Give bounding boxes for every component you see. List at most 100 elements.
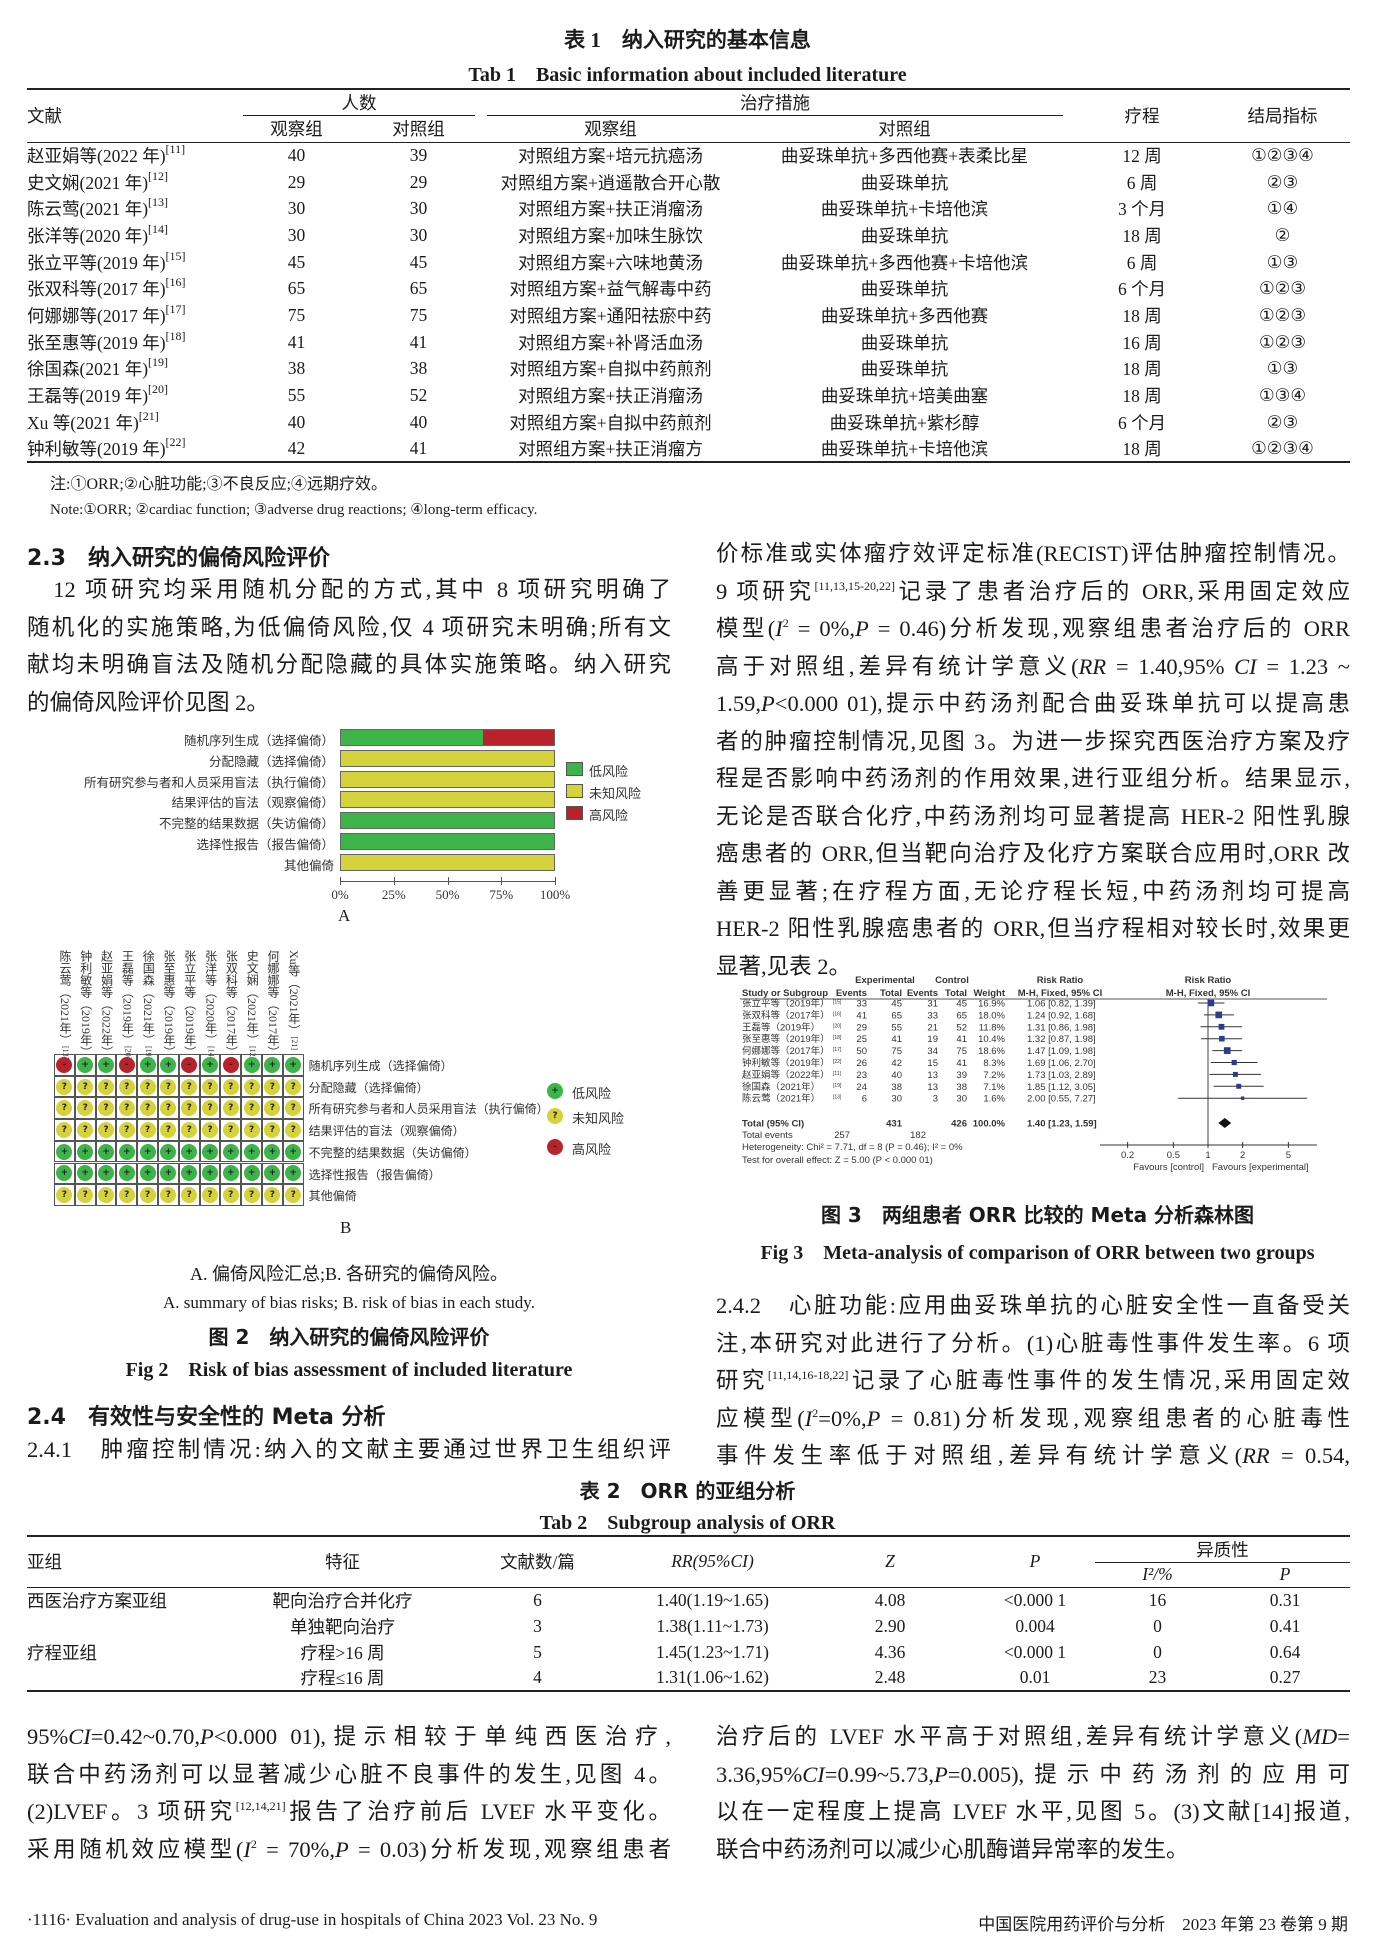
cell-n-ctrl: 45 xyxy=(409,251,428,272)
bias-cell xyxy=(220,1075,242,1098)
favours-experimental-label: Favours [experimental] xyxy=(1212,1162,1309,1173)
risk-ratio-ci: 1.06 [0.82, 1.39] xyxy=(1027,999,1096,1010)
study-ref: [19] xyxy=(144,1046,154,1060)
cell-subgroup xyxy=(27,1613,230,1639)
bias-domain-label: 随机序列生成（选择偏倚） xyxy=(183,734,334,748)
bias-cell xyxy=(54,1097,75,1120)
ref-name: 何娜娜等(2017 年) xyxy=(27,305,166,326)
cell-ref: 张至惠等(2019 年)[18] xyxy=(27,329,237,356)
table-row: 王磊等(2019 年)[20] 55 52 对照组方案+扶正消瘤汤 曲妥珠单抗+培美曲塞… xyxy=(27,382,1350,409)
bias-cell xyxy=(282,1054,304,1076)
study-name: 赵亚娟等（2022年） xyxy=(99,950,114,1058)
cell-n-ctrl: 41 xyxy=(409,437,428,458)
bias-cell xyxy=(116,1140,138,1163)
cell-z: 2.90 xyxy=(874,1615,906,1636)
cell-treat-obs: 对照组方案+补肾活血汤 xyxy=(518,332,703,353)
text-line: 随机化的实施策略,为低偏倚风险,仅 4 项研究未明确;所有文 xyxy=(27,615,671,641)
text-line: 显著,见表 2。 xyxy=(716,954,1350,980)
cell-treat-ctrl: 曲妥珠单抗+紫杉醇 xyxy=(829,412,980,433)
ctrl-total: 41 xyxy=(956,1058,967,1069)
italic-run: P xyxy=(200,1724,214,1749)
legend-label: 高风险 xyxy=(589,808,629,823)
cell-subgroup xyxy=(27,1665,230,1691)
header-ctrl-total: Total xyxy=(945,988,967,999)
cell-treat-ctrl: 曲妥珠单抗 xyxy=(860,279,949,300)
x-tick-label: 0.5 xyxy=(1167,1150,1180,1161)
text-line: 程是否影响中药汤剂的作用效果,进行亚组分析。结果显示, xyxy=(716,766,1350,792)
text-line: 事件发生率低于对照组,差异有统计学意义(RR = 0.54, xyxy=(716,1443,1350,1469)
cell-i2: 16 xyxy=(1148,1589,1167,1610)
text-run: (2)LVEF。3 项研究 xyxy=(27,1799,236,1824)
bias-unclear-dot: ? xyxy=(243,1187,260,1204)
table1-note-en: Note:①ORR; ②cardiac function; ③adverse d… xyxy=(50,502,538,518)
header-experimental: Experimental xyxy=(855,975,915,986)
study-label: 徐国森（2021年）[19] xyxy=(140,950,157,1059)
cell-n-ctrl: 30 xyxy=(409,198,428,219)
text-line: HER-2 阳性乳腺癌患者的 ORR,但当疗程相对较长时,效果更 xyxy=(716,916,1350,942)
bias-low-dot: + xyxy=(202,1165,218,1182)
effect-square xyxy=(1207,999,1215,1007)
weight: 11.8% xyxy=(979,1022,1006,1033)
text-line: 无论是否联合化疗,中药汤剂均可显著提高 HER-2 阳性乳腺 xyxy=(716,804,1350,830)
cell-n: 6 xyxy=(533,1589,542,1610)
text-line: 2.4.2 心脏功能:应用曲妥珠单抗的心脏安全性一直备受关 xyxy=(716,1293,1350,1319)
bias-domain-label: 分配隐藏（选择偏倚） xyxy=(208,754,334,769)
bias-bar-segment-unclear xyxy=(341,771,554,787)
study-name: 张洋等（2020年） xyxy=(203,950,218,1046)
table2-title-cn: 表 2 ORR 的亚组分析 xyxy=(579,1479,796,1503)
total-events-ctrl: 182 xyxy=(910,1130,926,1141)
cell-treat-ctrl: 曲妥珠单抗+多西他赛+卡培他滨 xyxy=(780,252,1029,273)
cell-subgroup: 疗程亚组 xyxy=(27,1642,97,1663)
bias-cell xyxy=(95,1162,117,1185)
text-line: 高于对照组,差异有统计学意义(RR = 1.40,95% CI = 1.23 ~ xyxy=(716,654,1350,680)
text-run: 无论是否联合化疗,中药汤剂均可显著提高 HER-2 阳性乳腺 xyxy=(716,803,1350,829)
x-tick-label: 50% xyxy=(435,887,460,902)
citation-superscript: [21] xyxy=(138,408,159,423)
bias-unclear-dot: ? xyxy=(56,1122,73,1138)
x-tick-label: 25% xyxy=(381,887,406,902)
header-ctrl-events: Events xyxy=(907,988,938,999)
header-weight: Weight xyxy=(974,988,1006,999)
total-label: Total (95% CI) xyxy=(742,1119,804,1130)
bias-cell xyxy=(282,1097,304,1120)
effect-square xyxy=(1218,1023,1225,1030)
ctrl-events: 13 xyxy=(927,1070,938,1081)
cell-course: 18 周 xyxy=(1122,359,1162,380)
cell-ref: 赵亚娟等(2022 年)[11] xyxy=(27,142,237,169)
bias-cell xyxy=(158,1140,179,1163)
cell-n: 4 xyxy=(533,1667,542,1687)
ref-name: 陈云莺(2021 年) xyxy=(27,199,149,220)
bias-unclear-dot: ? xyxy=(98,1187,114,1204)
col-feature: 特征 xyxy=(230,1536,455,1588)
citation-superscript: [14] xyxy=(148,221,169,236)
section-2-3-heading: 2.3 纳入研究的偏倚风险评价 xyxy=(27,546,330,571)
study-ref: [22] xyxy=(833,1059,842,1065)
bias-unclear-dot: ? xyxy=(56,1078,73,1095)
bias-domain-label: 其他偏倚 xyxy=(308,1189,357,1204)
text-line: 9 项研究[11,13,15-20,22]记录了患者治疗后的 ORR,采用固定效… xyxy=(716,579,1350,605)
ref-name: 张立平等(2019 年) xyxy=(27,252,166,273)
study-label: 张立平等（2019年） xyxy=(742,998,830,1010)
ref-name: 王磊等(2019 年) xyxy=(27,386,149,407)
x-tick-label: 0% xyxy=(331,887,349,902)
cell-n-obs: 30 xyxy=(287,224,306,245)
text-run: 联合中药汤剂可以减少心肌酶谱异常率的发生。 xyxy=(716,1836,1189,1862)
bias-cell xyxy=(241,1097,262,1120)
cell-n-obs: 41 xyxy=(287,331,306,352)
exp-total: 65 xyxy=(891,1010,902,1021)
legend-unclear-dot: ? xyxy=(547,1108,563,1124)
citation-superscript: [18] xyxy=(165,328,186,343)
cell-ref: 张立平等(2019 年)[15] xyxy=(27,249,237,276)
bias-cell xyxy=(241,1162,262,1185)
cell-treat-obs: 对照组方案+扶正消瘤方 xyxy=(518,438,703,459)
cell-course: 6 周 xyxy=(1126,172,1158,193)
bias-cell xyxy=(74,1075,96,1098)
col-treat-obs: 观察组 xyxy=(584,119,637,140)
text-line: 献均未明确盲法及随机分配隐藏的具体实施策略。纳入研究 xyxy=(27,652,671,678)
cell-feature: 疗程≤16 周 xyxy=(300,1668,385,1688)
cell-treat-obs: 对照组方案+自拟中药煎剂 xyxy=(509,359,712,380)
study-name: 史文娴（2021年） xyxy=(245,950,260,1046)
bias-unclear-dot: ? xyxy=(56,1100,73,1117)
text-run: = xyxy=(1337,1724,1350,1749)
cell-n: 3 xyxy=(533,1615,542,1636)
